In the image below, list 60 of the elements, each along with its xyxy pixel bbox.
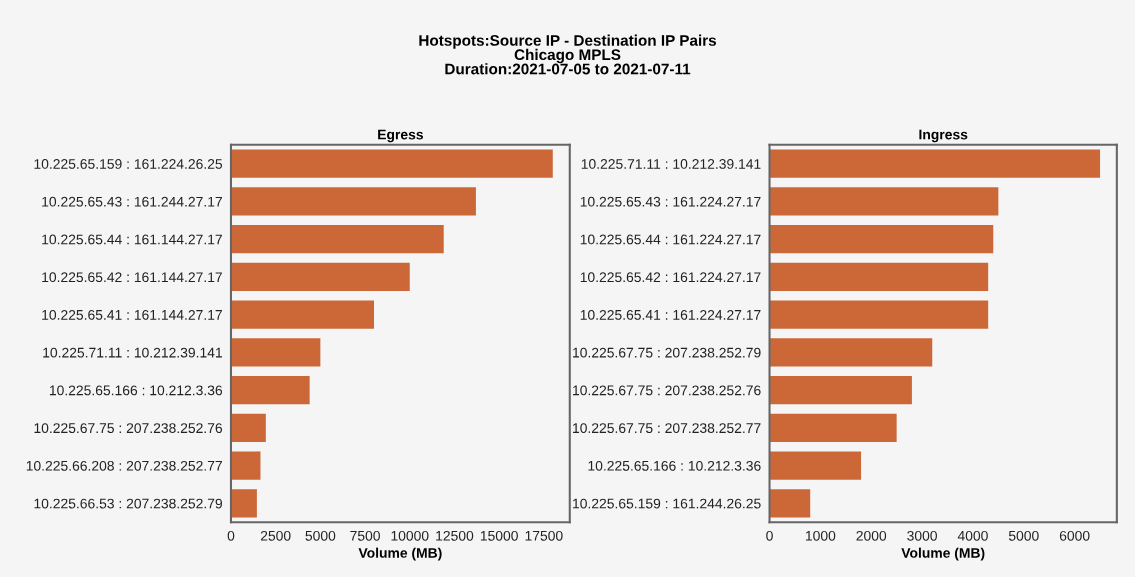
bar [769, 375, 912, 405]
x-tick-label: 10000 [391, 530, 429, 541]
y-tick-label: 10.225.65.41 : 161.224.27.17 [580, 309, 761, 320]
bar [230, 225, 444, 254]
bar [230, 187, 476, 216]
x-tick-label: 1000 [805, 530, 836, 541]
bar [230, 338, 321, 367]
x-axis-title: Volume (MB) [901, 547, 985, 561]
x-tick-label: 12500 [436, 530, 474, 541]
y-tick-label: 10.225.67.75 : 207.238.252.79 [573, 347, 761, 358]
text: Hotspots:Source IP - Destination IP Pairs Chicago MPLS Duration:2021-07-05 to 2021-07-11 [419, 34, 717, 75]
y-tick-label: 10.225.65.166 : 10.212.3.36 [49, 385, 223, 396]
x-tick-label: 5000 [305, 530, 336, 541]
chart-title: Ingress [919, 129, 968, 143]
y-tick-label: 10.225.65.42 : 161.224.27.17 [580, 272, 761, 283]
x-tick-label: 15000 [480, 530, 518, 541]
y-tick-label: 10.225.71.11 : 10.212.39.141 [43, 347, 222, 358]
bar [230, 149, 553, 178]
bar [769, 489, 811, 518]
bar [230, 489, 257, 518]
y-tick-label: 10.225.66.208 : 207.238.252.77 [26, 460, 222, 471]
x-tick-label: 0 [227, 530, 235, 541]
x-tick-label: 7500 [350, 530, 380, 541]
y-tick-label: 10.225.65.159 : 161.224.26.25 [34, 159, 223, 169]
y-tick-label: 10.225.65.44 : 161.144.27.17 [42, 234, 222, 245]
y-tick-label: 10.225.65.166 : 10.212.3.36 [588, 460, 761, 471]
y-tick-label: 10.225.66.53 : 207.238.252.79 [34, 498, 222, 509]
bar [769, 149, 1101, 178]
bar [230, 300, 374, 329]
bar [769, 225, 994, 254]
bar [230, 375, 310, 405]
bar [769, 338, 933, 367]
y-tick-label: 10.225.65.44 : 161.224.27.17 [580, 234, 761, 245]
bar [230, 262, 410, 292]
x-tick-label: 17500 [525, 530, 563, 541]
bar [769, 451, 862, 480]
y-tick-label: 10.225.65.43 : 161.224.27.17 [580, 196, 761, 207]
x-tick-label: 2500 [260, 530, 291, 541]
y-tick-label: 10.225.65.42 : 161.144.27.17 [42, 272, 222, 283]
x-tick-label: 0 [766, 530, 773, 541]
y-tick-label: 10.225.65.41 : 161.144.27.17 [42, 309, 222, 320]
x-axis-title: Volume (MB) [358, 547, 442, 561]
y-tick-label: 10.225.71.11 : 10.212.39.141 [581, 159, 761, 169]
y-tick-label: 10.225.65.43 : 161.244.27.17 [42, 196, 222, 207]
bar [769, 300, 989, 329]
y-tick-label: 10.225.67.75 : 207.238.252.76 [573, 385, 761, 396]
bar [230, 451, 261, 480]
bar [769, 262, 989, 292]
chart-title: Egress [378, 129, 423, 143]
y-tick-label: 10.225.65.159 : 161.244.26.25 [573, 498, 761, 509]
x-tick-label: 5000 [1008, 530, 1039, 541]
bar [230, 413, 266, 442]
x-tick-label: 3000 [907, 530, 937, 541]
x-tick-label: 4000 [957, 530, 988, 541]
y-tick-label: 10.225.67.75 : 207.238.252.76 [34, 423, 223, 434]
y-tick-label: 10.225.67.75 : 207.238.252.77 [573, 423, 761, 434]
x-tick-label: 2000 [856, 530, 887, 541]
x-tick-label: 6000 [1059, 530, 1090, 541]
bar [769, 413, 897, 442]
bar [769, 187, 999, 216]
